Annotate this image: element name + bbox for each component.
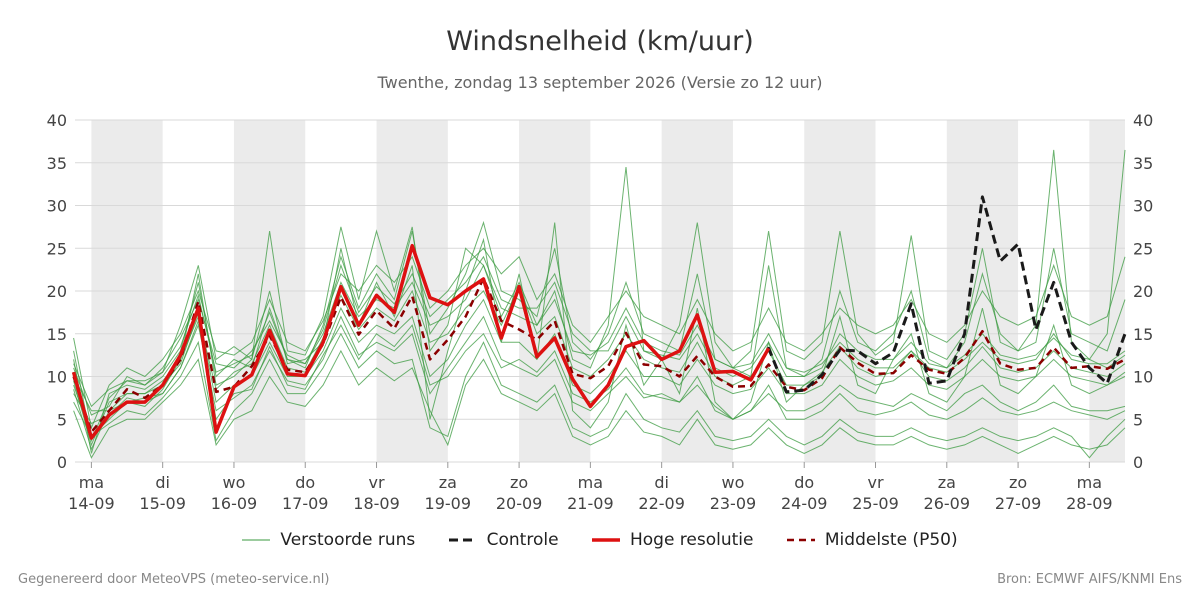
x-tick-date: 20-09 xyxy=(496,494,543,513)
ensemble-members xyxy=(73,149,1126,459)
series-high-res xyxy=(71,243,771,440)
y-axis-left: 0 5 10 15 20 25 30 35 40 xyxy=(47,111,67,472)
ensemble-member-8 xyxy=(73,247,1126,430)
x-tick-day: vr xyxy=(369,473,385,492)
x-tick-date: 25-09 xyxy=(852,494,899,513)
y-tick-label-left: 10 xyxy=(47,368,67,387)
x-tick-date: 26-09 xyxy=(924,494,971,513)
x-tick-day: zo xyxy=(510,473,528,492)
x-tick-date: 23-09 xyxy=(710,494,757,513)
x-tick-day: za xyxy=(439,473,457,492)
x-tick-day: vr xyxy=(867,473,883,492)
y-tick-label-right: 5 xyxy=(1133,410,1143,429)
x-tick-date: 24-09 xyxy=(781,494,828,513)
ensemble-member-10 xyxy=(73,285,1126,438)
y-tick-label-left: 30 xyxy=(47,197,67,216)
x-tick-day: wo xyxy=(223,473,246,492)
ensemble-member-5 xyxy=(73,332,1126,459)
legend-swatch-control xyxy=(448,538,477,542)
x-tick-date: 15-09 xyxy=(139,494,186,513)
x-axis: ma 14-09 di 15-09 wo 16-09 do 17-09 vr 18-09 za 19-… xyxy=(68,462,1113,513)
legend-label-high-res: Hoge resolutie xyxy=(629,530,754,550)
legend-item-median[interactable]: Middelste (P50) xyxy=(786,530,958,550)
y-tick-label-left: 35 xyxy=(47,154,67,173)
ensemble-member-6 xyxy=(73,149,1126,443)
legend-item-control[interactable]: Controle xyxy=(448,530,559,550)
main-series xyxy=(71,195,1127,440)
ensemble-member-2 xyxy=(73,315,1126,425)
legend-item-high-res[interactable]: Hoge resolutie xyxy=(591,530,754,550)
footer-source: Bron: ECMWF AIFS/KNMI Ens xyxy=(997,572,1182,587)
ensemble-member-3 xyxy=(73,222,1126,447)
y-tick-label-right: 35 xyxy=(1133,154,1153,173)
y-tick-label-right: 0 xyxy=(1133,453,1143,472)
x-tick-day: ma xyxy=(1077,473,1102,492)
x-tick-date: 28-09 xyxy=(1066,494,1113,513)
y-axis-right: 0 5 10 15 20 25 30 35 40 xyxy=(1133,111,1153,472)
x-tick-day: ma xyxy=(79,473,104,492)
x-tick-day: do xyxy=(295,473,315,492)
x-tick-date: 18-09 xyxy=(353,494,400,513)
x-tick-day: za xyxy=(938,473,956,492)
legend-item-ensemble[interactable]: Verstoorde runs xyxy=(242,530,415,550)
y-tick-label-right: 30 xyxy=(1133,197,1153,216)
x-tick-day: zo xyxy=(1009,473,1027,492)
y-tick-label-right: 15 xyxy=(1133,325,1153,344)
x-tick-date: 14-09 xyxy=(68,494,115,513)
footer-generated-by: Gegenereerd door MeteoVPS (meteo-service… xyxy=(18,572,330,587)
legend-swatch-ensemble xyxy=(242,539,271,541)
x-tick-date: 16-09 xyxy=(211,494,258,513)
y-tick-label-left: 20 xyxy=(47,282,67,301)
y-tick-label-left: 25 xyxy=(47,239,67,258)
legend-label-control: Controle xyxy=(486,530,559,550)
legend-label-median: Middelste (P50) xyxy=(824,530,958,550)
x-tick-date: 17-09 xyxy=(282,494,329,513)
y-tick-label-left: 15 xyxy=(47,325,67,344)
legend-label-ensemble: Verstoorde runs xyxy=(280,530,416,550)
x-tick-day: ma xyxy=(578,473,603,492)
x-tick-day: do xyxy=(794,473,814,492)
legend: Verstoorde runs Controle Hoge resolutie … xyxy=(0,530,1200,550)
y-tick-label-left: 5 xyxy=(57,410,67,429)
x-tick-date: 22-09 xyxy=(638,494,685,513)
y-tick-label-right: 20 xyxy=(1133,282,1153,301)
ensemble-member-9 xyxy=(73,349,1126,459)
x-tick-date: 21-09 xyxy=(567,494,614,513)
x-tick-day: di xyxy=(654,473,669,492)
chart-title: Windsnelheid (km/uur) xyxy=(446,26,754,57)
y-tick-label-left: 0 xyxy=(57,453,67,472)
y-tick-label-right: 25 xyxy=(1133,239,1153,258)
chart-subtitle: Twenthe, zondag 13 september 2026 (Versi… xyxy=(377,73,823,92)
ensemble-member-11 xyxy=(73,255,1126,408)
x-tick-date: 27-09 xyxy=(995,494,1042,513)
y-tick-label-right: 10 xyxy=(1133,368,1153,387)
legend-swatch-high-res xyxy=(591,538,620,542)
x-tick-day: di xyxy=(155,473,170,492)
y-tick-label-left: 40 xyxy=(47,111,67,130)
x-tick-date: 19-09 xyxy=(425,494,472,513)
x-tick-day: wo xyxy=(722,473,745,492)
y-tick-label-right: 40 xyxy=(1133,111,1153,130)
legend-swatch-median xyxy=(786,538,815,542)
